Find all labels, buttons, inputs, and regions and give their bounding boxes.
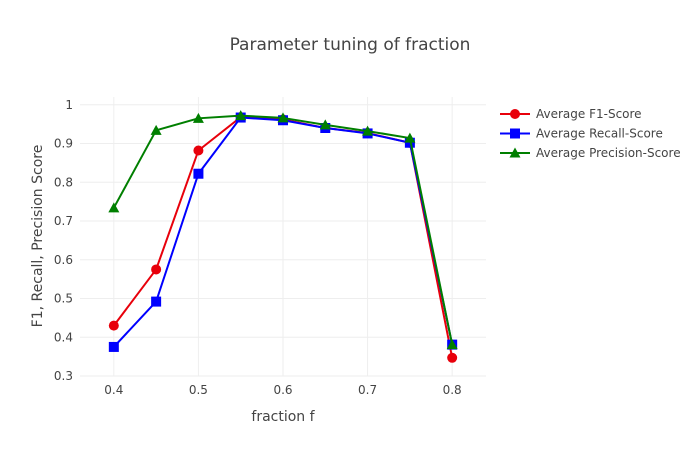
data-point <box>151 296 162 307</box>
data-point <box>319 119 331 130</box>
data-point <box>446 339 458 350</box>
data-point <box>108 202 120 213</box>
y-tick-label: 0.3 <box>54 369 73 383</box>
data-point <box>235 110 247 121</box>
legend[interactable]: Average F1-Score Average Recall-Score Aver… <box>500 107 681 160</box>
y-axis-title: F1, Recall, Precision Score <box>30 145 46 328</box>
legend-label: Average Recall-Score <box>536 127 663 141</box>
data-point <box>108 320 119 331</box>
data-point <box>150 124 162 135</box>
axis-ticks: 0.3 0.4 0.5 0.6 0.7 0.8 0.9 1 0.4 0.5 0.6 0.7 0.8 <box>54 98 462 397</box>
data-point <box>193 168 204 179</box>
y-tick-label: 0.6 <box>54 253 73 267</box>
data-point <box>192 112 204 123</box>
x-tick-label: 0.4 <box>104 383 123 397</box>
y-tick-label: 0.7 <box>54 214 73 228</box>
grid-lines <box>80 97 486 377</box>
legend-item[interactable]: Average Precision-Score <box>500 146 681 160</box>
y-tick-label: 1 <box>65 98 73 112</box>
data-point <box>404 132 416 143</box>
x-tick-label: 0.6 <box>273 383 292 397</box>
chart-title: Parameter tuning of fraction <box>230 35 471 55</box>
legend-item[interactable]: Average F1-Score <box>500 107 642 121</box>
x-tick-label: 0.5 <box>189 383 208 397</box>
legend-label: Average F1-Score <box>536 107 642 121</box>
data-point <box>447 352 458 363</box>
data-point <box>277 112 289 123</box>
data-point <box>193 145 204 156</box>
x-tick-label: 0.7 <box>358 383 377 397</box>
y-tick-label: 0.5 <box>54 292 73 306</box>
series-triangle <box>108 110 458 350</box>
data-point <box>108 341 119 352</box>
legend-label: Average Precision-Score <box>536 146 681 160</box>
legend-marker <box>509 147 521 158</box>
x-axis-title: fraction f <box>251 409 315 425</box>
legend-marker <box>510 109 520 119</box>
y-tick-label: 0.8 <box>54 175 73 189</box>
legend-marker <box>510 128 520 139</box>
series-lines <box>108 110 458 363</box>
data-point <box>151 264 162 275</box>
legend-item[interactable]: Average Recall-Score <box>500 127 663 141</box>
data-point <box>362 125 374 136</box>
y-tick-label: 0.9 <box>54 137 73 151</box>
y-tick-label: 0.4 <box>54 330 73 344</box>
x-tick-label: 0.8 <box>443 383 462 397</box>
